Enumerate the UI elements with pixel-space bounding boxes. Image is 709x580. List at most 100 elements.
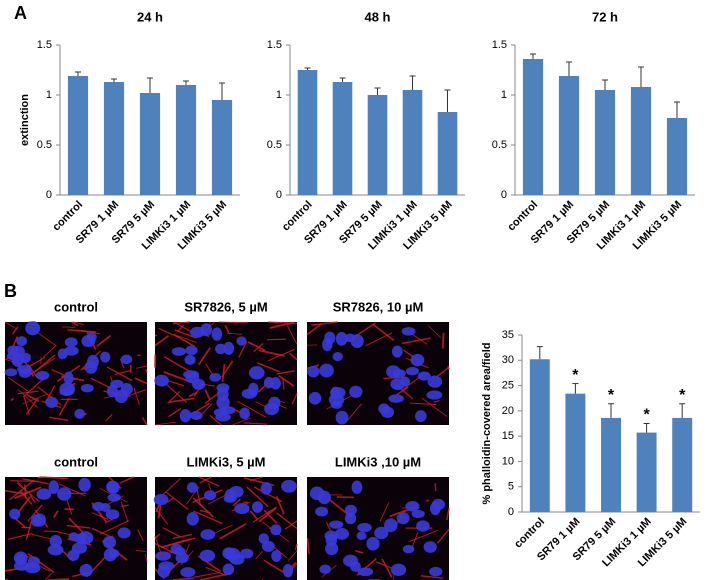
- fiber: [137, 529, 144, 541]
- fiber: [66, 524, 91, 529]
- fiber: [294, 543, 298, 551]
- fiber: [410, 332, 428, 345]
- fiber: [420, 575, 444, 579]
- nucleus: [429, 566, 443, 577]
- fiber: [246, 486, 269, 508]
- fiber: [167, 497, 175, 503]
- nucleus: [102, 536, 117, 549]
- nucleus: [241, 388, 258, 399]
- fiber: [71, 321, 79, 327]
- fiber: [249, 476, 264, 482]
- nucleus: [59, 387, 75, 397]
- fiber: [22, 377, 45, 398]
- fiber: [237, 400, 267, 418]
- y-tick-label: 10: [502, 455, 514, 467]
- nucleus: [271, 550, 282, 563]
- fiber: [172, 321, 191, 325]
- fiber: [375, 561, 394, 570]
- fiber: [22, 478, 49, 485]
- y-tick-label: 1.5: [267, 39, 282, 51]
- nucleus: [63, 371, 74, 385]
- fiber: [9, 479, 35, 501]
- nucleus: [401, 326, 416, 336]
- nucleus: [423, 541, 437, 553]
- fiber: [447, 365, 450, 370]
- nucleus: [239, 407, 250, 420]
- fiber: [192, 497, 214, 518]
- nucleus: [35, 370, 50, 381]
- panel-label: A: [14, 3, 27, 23]
- nucleus: [57, 487, 72, 501]
- fiber: [119, 476, 134, 484]
- fiber: [133, 387, 140, 405]
- bar: [601, 417, 621, 512]
- nucleus: [120, 382, 133, 396]
- nucleus: [388, 394, 404, 403]
- fiber: [10, 397, 15, 402]
- fiber: [172, 533, 193, 540]
- fiber: [247, 341, 266, 352]
- nucleus: [426, 390, 443, 400]
- fiber: [258, 349, 285, 357]
- fiber: [44, 572, 53, 580]
- nucleus: [344, 504, 357, 516]
- fiber: [53, 510, 59, 518]
- nucleus: [68, 532, 80, 541]
- nucleus: [71, 542, 88, 554]
- fiber: [275, 496, 285, 515]
- nucleus: [344, 512, 357, 525]
- fiber: [100, 520, 130, 535]
- bar: [103, 82, 125, 195]
- panel-label: B: [4, 281, 17, 301]
- fiber: [286, 325, 298, 345]
- fiber: [91, 512, 109, 520]
- image-caption: SR7826, 10 µM: [333, 299, 424, 314]
- nucleus: [74, 408, 85, 419]
- fiber: [209, 414, 222, 426]
- fiber: [401, 337, 431, 345]
- bar: [402, 90, 423, 195]
- nucleus: [270, 524, 282, 536]
- fiber: [198, 347, 211, 366]
- nucleus: [427, 375, 443, 388]
- fiber: [258, 507, 277, 523]
- fiber: [173, 333, 196, 348]
- y-tick-label: 1: [276, 89, 282, 101]
- bar: [666, 118, 688, 195]
- nucleus: [356, 531, 367, 540]
- nucleus: [396, 512, 410, 525]
- nucleus: [344, 333, 356, 343]
- x-tick-label: control: [505, 199, 540, 234]
- fiber: [428, 325, 441, 338]
- fiber: [193, 510, 223, 525]
- nucleus: [374, 526, 389, 540]
- nucleus: [390, 563, 407, 576]
- fiber: [193, 571, 221, 578]
- fiber: [205, 566, 227, 577]
- y-tick-label: 20: [502, 405, 514, 417]
- fiber: [154, 507, 169, 525]
- nucleus: [9, 508, 21, 520]
- fiber: [165, 491, 189, 510]
- fiber: [278, 375, 295, 387]
- nucleus: [223, 494, 237, 503]
- nucleus: [308, 391, 322, 405]
- fiber: [34, 354, 56, 373]
- fiber: [276, 370, 295, 375]
- nucleus: [184, 354, 196, 365]
- bar: [636, 432, 657, 512]
- fiber: [255, 551, 263, 560]
- x-tick-label: control: [280, 199, 315, 234]
- fiber: [221, 364, 226, 383]
- nucleus: [386, 365, 401, 379]
- nucleus: [390, 378, 405, 391]
- nucleus: [179, 408, 192, 423]
- fiber: [311, 321, 338, 326]
- fiber: [109, 376, 113, 381]
- nucleus: [120, 354, 133, 365]
- y-tick-label: 1: [501, 89, 507, 101]
- y-tick-label: 0: [501, 189, 507, 201]
- bar: [672, 417, 693, 512]
- nucleus: [282, 563, 294, 578]
